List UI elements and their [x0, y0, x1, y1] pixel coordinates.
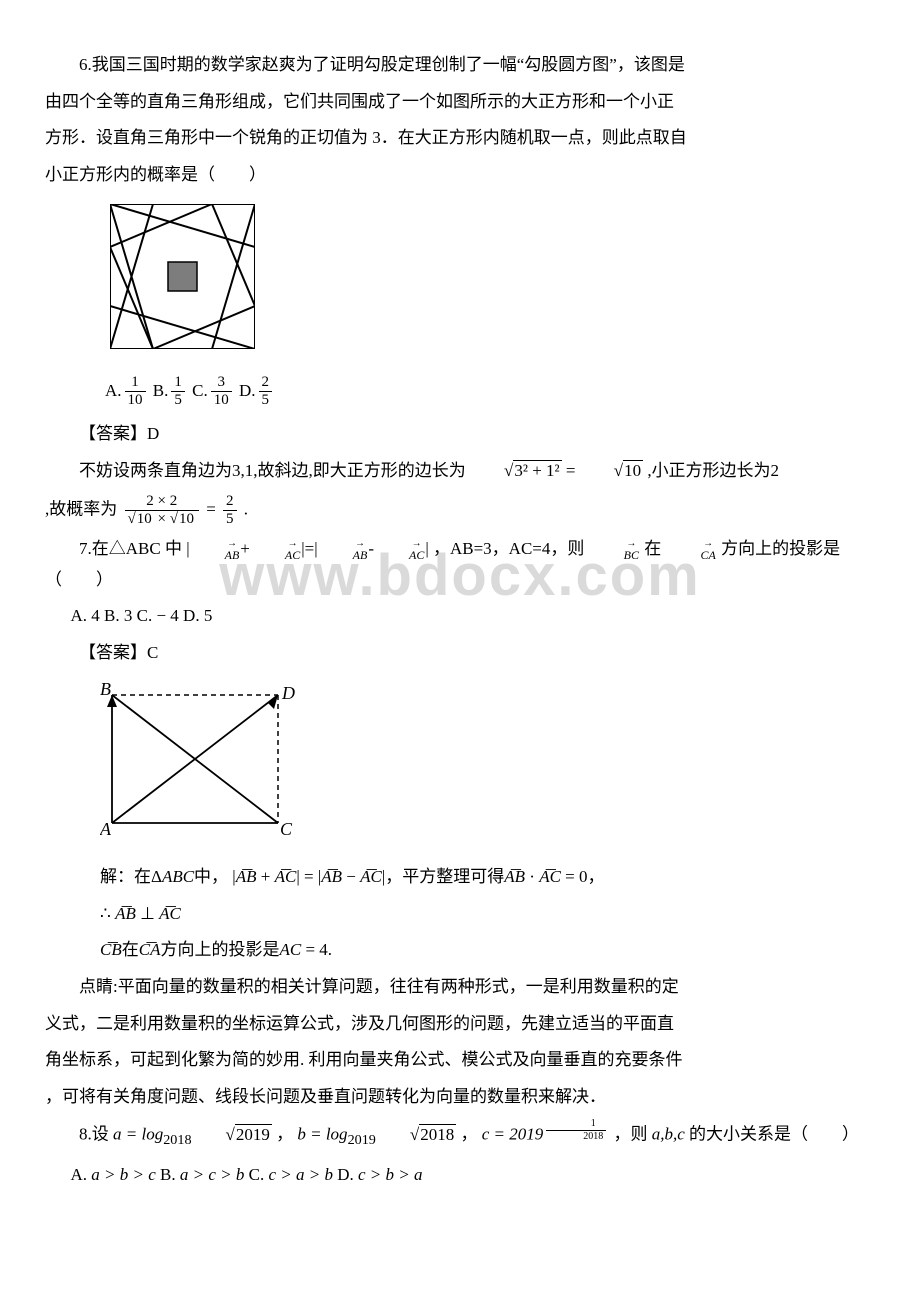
- q8t: 的大小关系是（ ）: [689, 1125, 859, 1144]
- q7-vab2: AB: [319, 549, 368, 561]
- q7-sol3: C͞B在C͞A方向上的投影是AC = 4.: [100, 935, 875, 966]
- q8s1: ，: [276, 1125, 293, 1144]
- q6-line3: 方形．设直角三角形中一个锐角的正切值为 3．在大正方形内随机取一点，则此点取自: [45, 123, 875, 154]
- q6-expl1: 不妨设两条直角边为3,1,故斜边,即大正方形的边长为 3² + 1² = 10 …: [45, 456, 875, 487]
- q6-t2: .: [244, 499, 248, 518]
- q6-t1: ,小正方形边长为2: [647, 461, 779, 480]
- s1b: 中，: [194, 867, 228, 886]
- q6B-den: 5: [171, 392, 185, 409]
- diag3: [212, 204, 255, 306]
- q8-choices: A. a > b > c B. a > c > b C. c > a > b D…: [45, 1160, 875, 1191]
- q6-pdb: 10: [178, 510, 196, 527]
- q7-m2: 在: [644, 539, 661, 558]
- s3b: 方向上的投影是: [160, 940, 279, 959]
- diag5: [110, 247, 153, 349]
- q6-expl1a: 不妨设两条直角边为3,1,故斜边,即大正方形的边长为: [79, 461, 466, 480]
- q6-pden: 10 × 10: [125, 511, 199, 528]
- q6-eq2: =: [206, 499, 220, 518]
- q8bb: 2019: [348, 1132, 376, 1148]
- lblB: B: [100, 683, 111, 699]
- q6-expl2: ,故概率为 2 × 2 10 × 10 = 25 .: [45, 493, 875, 529]
- q6-line4: 小正方形内的概率是（ ）: [45, 160, 875, 191]
- q8ar: 2019: [235, 1124, 272, 1144]
- q7-vca: CA: [666, 549, 715, 561]
- q7-choices: A. 4 B. 3 C. − 4 D. 5: [45, 601, 875, 632]
- q7-m1: ，AB=3，AC=4，则: [433, 539, 584, 558]
- q6A-den: 10: [125, 392, 146, 409]
- s3c: .: [328, 940, 332, 959]
- q8ab: 2018: [163, 1132, 191, 1148]
- q6-line1: 6.我国三国时期的数学家赵爽为了证明勾股定理创制了一幅“勾股圆方图”，该图是: [45, 50, 875, 81]
- q8cC: c > a > b: [268, 1165, 333, 1184]
- q7-answer: 【答案】C: [45, 638, 875, 669]
- q7-svg: A B C D: [100, 683, 300, 838]
- comment-l2: 义式，二是利用数量积的坐标运算公式，涉及几何图形的问题，先建立适当的平面直: [45, 1009, 875, 1040]
- arrow-D: [268, 695, 278, 709]
- comment-l3: 角坐标系，可起到化繁为简的妙用. 利用向量夹角公式、模公式及向量垂直的充要条件: [45, 1045, 875, 1076]
- q7-vac1: AC: [251, 549, 300, 561]
- d1: [110, 204, 255, 247]
- d2: [212, 204, 255, 349]
- q6-pnum: 2 × 2: [125, 493, 199, 511]
- q8br: 2018: [419, 1124, 456, 1144]
- q6B-num: 1: [171, 374, 185, 392]
- q8cl: c = 2019: [482, 1125, 544, 1144]
- q8cen: 1: [546, 1118, 606, 1131]
- q6-figure: [110, 204, 875, 360]
- q6-line2: 由四个全等的直角三角形组成，它们共同围成了一个如图所示的大正方形和一个小正: [45, 87, 875, 118]
- comment-l1: 点睛:平面向量的数量积的相关计算问题，往往有两种形式，一是利用数量积的定: [45, 972, 875, 1003]
- q8s3: ，则: [614, 1125, 648, 1144]
- comment-l4: ，可将有关角度问题、线段长问题及垂直问题转化为向量的数量积来解决．: [45, 1082, 875, 1113]
- q6C-den: 10: [211, 392, 232, 409]
- q8-stem: 8.设 a = log20182019 ， b = log20192018 ， …: [45, 1118, 875, 1153]
- q7-stem: 7.在△ABC 中 |→AB+→AC|=|→AB-→AC| ，AB=3，AC=4…: [45, 534, 875, 595]
- q6D-num: 2: [259, 374, 273, 392]
- s3a: 在: [122, 940, 139, 959]
- s2a: ∴: [100, 904, 111, 923]
- q6-answer: 【答案】D: [45, 419, 875, 450]
- q7-vbc: BC: [590, 549, 639, 561]
- s1d: ，: [588, 867, 605, 886]
- q8al: a = log: [113, 1125, 163, 1144]
- q8ced: 2018: [546, 1131, 606, 1143]
- d3: [110, 306, 255, 349]
- s1c: ，平方整理可得: [385, 867, 504, 886]
- q7-figure: A B C D: [100, 683, 875, 849]
- q6C-num: 3: [211, 374, 232, 392]
- q7-vab1: AB: [191, 549, 240, 561]
- lblA: A: [100, 819, 112, 838]
- q6-eq1: =: [566, 461, 580, 480]
- q6-expl2a: ,故概率为: [45, 499, 117, 518]
- q8cA: a > b > c: [91, 1165, 156, 1184]
- lblC: C: [280, 819, 293, 838]
- q8abc: a,b,c: [652, 1125, 685, 1144]
- q7-sol2: ∴ A͞B ⊥ A͞C: [100, 899, 875, 930]
- q6-rad-in: 3² + 1²: [513, 460, 561, 480]
- q6A-num: 1: [125, 374, 146, 392]
- s1a: 解：在: [100, 867, 151, 886]
- small-square: [168, 262, 197, 291]
- q7-vac2: AC: [375, 549, 424, 561]
- q6-rn: 2: [223, 493, 237, 511]
- diag4: [110, 204, 212, 247]
- q8s2: ，: [460, 1125, 477, 1144]
- q8cD: c > b > a: [358, 1165, 423, 1184]
- q6-pda: 10: [136, 510, 154, 527]
- q6-choices: A. 110 B. 15 C. 310 D. 25: [105, 374, 875, 410]
- q8p: 8.设: [79, 1125, 109, 1144]
- diag2: [153, 306, 255, 349]
- q6-rd: 5: [223, 511, 237, 528]
- q8bl: b = log: [297, 1125, 347, 1144]
- q8cB: a > c > b: [180, 1165, 245, 1184]
- q7-pre: 7.在△ABC 中: [79, 539, 182, 558]
- q6D-den: 5: [259, 392, 273, 409]
- gougu-svg: [110, 204, 255, 349]
- lblD: D: [281, 683, 295, 703]
- q6-rad-out: 10: [623, 460, 643, 480]
- q7-sol1: 解：在ΔABC中， |A͞B + A͞C| = |A͞B − A͞C|，平方整理…: [100, 862, 875, 893]
